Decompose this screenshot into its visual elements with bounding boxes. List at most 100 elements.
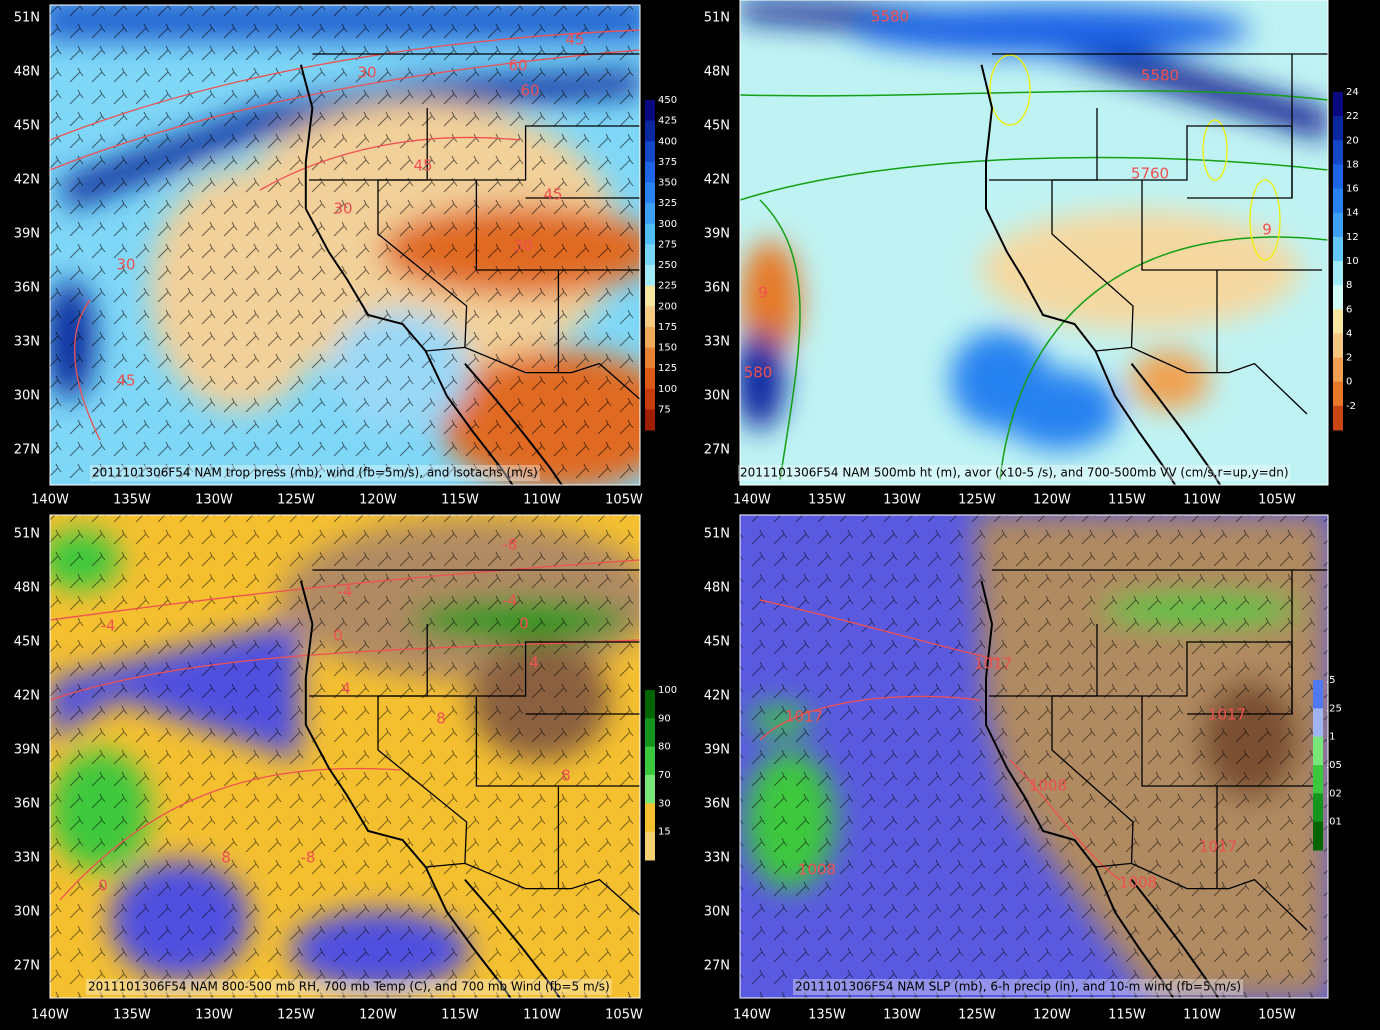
longitude-label: 120W [1033, 1008, 1071, 1023]
coastline [980, 580, 1175, 998]
contour-label: 45 [116, 372, 135, 390]
contour-label: 30 [116, 256, 135, 274]
longitude-label: 105W [1258, 493, 1296, 508]
map-panel-2 [740, 0, 1328, 485]
latitude-label: 42N [704, 173, 730, 188]
map-lines [980, 53, 1328, 485]
latitude-label: 51N [14, 527, 40, 542]
colorbar-swatch [645, 718, 655, 748]
boundary [1141, 696, 1322, 787]
colorbar-label: 6 [1346, 304, 1352, 315]
latitude-label: 36N [14, 797, 40, 812]
caption-background [793, 979, 1244, 995]
colorbar-label: 425 [658, 116, 677, 127]
colorbar-label: 250 [658, 260, 677, 271]
contour-label: -8 [301, 849, 316, 867]
colorbar-swatch [645, 100, 655, 122]
contour-label: 9 [1262, 221, 1272, 239]
contour-label: 1008 [798, 861, 836, 879]
contour-label: 4 [341, 680, 351, 698]
longitude-label: 105W [605, 493, 643, 508]
colorbar-label: 30 [658, 798, 671, 809]
latitude-label: 39N [704, 227, 730, 242]
contour-label: 5580 [1141, 67, 1179, 85]
latitude-label: 45N [14, 119, 40, 134]
contour-label: 0 [333, 627, 343, 645]
boundary [1051, 108, 1134, 348]
coastline [980, 64, 1177, 485]
contour-label: -4 [101, 617, 116, 635]
latitude-label: 30N [14, 905, 40, 920]
colorbar-label: 175 [658, 322, 677, 333]
map-frame [739, 0, 1329, 486]
longitude-label: 140W [733, 493, 771, 508]
longitude-label: 125W [277, 1008, 315, 1023]
coastline [464, 362, 564, 485]
boundary [377, 108, 468, 348]
contour-label: 5760 [1131, 165, 1169, 183]
colorbar-swatch [1333, 309, 1343, 334]
colorbar-swatch [645, 803, 655, 833]
colorbar-label: 70 [658, 770, 671, 781]
boundary [475, 696, 640, 787]
contour-label: 1017 [974, 655, 1012, 673]
colorbar-swatch [645, 182, 655, 204]
colorbar-swatch [645, 368, 655, 390]
colorbar-label: 375 [658, 157, 677, 168]
boundary [425, 346, 640, 401]
longitude-label: 105W [605, 1008, 643, 1023]
colorbar-swatch [1333, 188, 1343, 214]
boundary [525, 642, 640, 715]
colorbar-swatch [1313, 793, 1323, 823]
colorbar-label: .5 [1326, 675, 1336, 686]
colorbar-swatch [645, 244, 655, 266]
colorbar-label: .1 [1326, 732, 1336, 743]
contour-label: 1008 [1029, 777, 1067, 795]
colorbar-swatch [645, 120, 655, 142]
latitude-label: 39N [704, 743, 730, 758]
contour-label: 8 [561, 767, 571, 785]
latitude-label: 33N [14, 335, 40, 350]
contour-label: 0 [519, 615, 529, 633]
longitude-label: 110W [523, 493, 561, 508]
longitude-label: 135W [113, 1008, 151, 1023]
colorbar-label: .25 [1326, 703, 1342, 714]
caption: 2011101306F54 NAM 800-500 mb RH, 700 mb … [88, 980, 610, 994]
latitude-label: 27N [704, 959, 730, 974]
coastline [1130, 362, 1222, 485]
colorbar-swatch [645, 388, 655, 410]
colorbar-swatch [1333, 212, 1343, 238]
contour-label: 8 [436, 710, 446, 728]
longitude-label: 110W [1183, 493, 1221, 508]
contour-label: 45 [543, 186, 562, 204]
colorbar-label: 225 [658, 281, 677, 292]
longitude-label: 130W [195, 493, 233, 508]
latitude-label: 45N [704, 119, 730, 134]
colorbar-label: 90 [658, 713, 671, 724]
map-lines [299, 53, 640, 485]
longitude-label: 120W [1033, 493, 1071, 508]
map-panel-3 [50, 515, 640, 998]
latitude-label: 45N [704, 635, 730, 650]
colorbar-label: .02 [1326, 788, 1342, 799]
colorbar-swatch [1333, 405, 1343, 431]
longitude-label: 110W [1183, 1008, 1221, 1023]
longitude-label: 140W [31, 493, 69, 508]
boundary [525, 126, 640, 199]
colorbar-swatch [1313, 765, 1323, 794]
colorbar-label: 400 [658, 136, 677, 147]
contour-label: 580 [744, 364, 773, 382]
colorbar-label: 150 [658, 343, 677, 354]
colorbar-swatch [1313, 821, 1323, 851]
caption: 2011101306F54 NAM 500mb ht (m), avor (x1… [740, 466, 1289, 480]
longitude-label: 140W [31, 1008, 69, 1023]
latitude-label: 45N [14, 635, 40, 650]
boundary [1051, 624, 1134, 864]
latitude-label: 42N [14, 173, 40, 188]
colorbar-swatch [1333, 285, 1343, 310]
colorbar-label: 15 [658, 827, 671, 838]
caption: 2011101306F54 NAM SLP (mb), 6-h precip (… [795, 980, 1241, 994]
contour-label: 1017 [1199, 838, 1237, 856]
